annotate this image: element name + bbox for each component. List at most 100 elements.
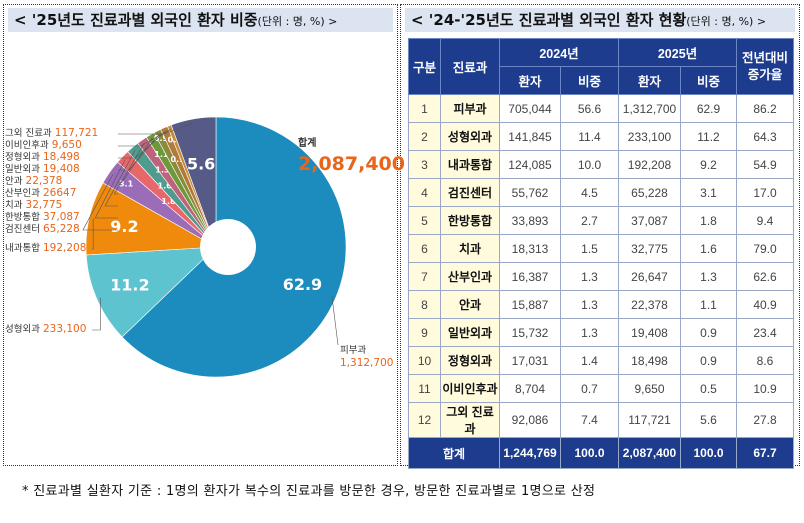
row-growth: 62.6 <box>736 262 794 291</box>
leader-line <box>92 218 94 250</box>
table-row: 9 일반외과 15,732 1.3 19,408 0.9 23.4 <box>408 318 794 347</box>
pie-callout-label: 내과통합 192,208 <box>5 242 87 254</box>
row-growth: 17.0 <box>736 178 794 207</box>
row-2024-patients: 16,387 <box>499 262 561 291</box>
header-2024-ratio: 비중 <box>560 66 619 95</box>
total-value: 2,087,400 <box>298 153 405 175</box>
pie-data-label: 5.6 <box>187 154 215 173</box>
pie-callout-label: 일반외과 19,408 <box>5 163 80 175</box>
header-2025: 2025년 <box>618 38 737 67</box>
pie-callout-label: 정형외과 18,498 <box>5 151 80 163</box>
table-panel: < '24-'25년도 진료과별 외국인 환자 현황(단위 : 명, %) > <box>400 4 800 466</box>
pie-data-label: 0.5 <box>168 136 183 145</box>
row-2025-patients: 19,408 <box>618 318 681 347</box>
total-label: 합계 <box>298 138 317 149</box>
row-no: 5 <box>408 206 441 235</box>
row-2025-ratio: 1.3 <box>680 262 737 291</box>
table-row: 3 내과통합 124,085 10.0 192,208 9.2 54.9 <box>408 150 794 179</box>
pie-callout-label: 산부인과 26647 <box>5 187 77 199</box>
header-no: 구분 <box>408 38 441 95</box>
header-growth: 전년대비 증가율 <box>736 38 794 95</box>
row-2024-ratio: 4.5 <box>560 178 619 207</box>
pie-data-label: 3.1 <box>119 180 134 189</box>
pie-data-label: 1.1 <box>154 150 169 159</box>
row-2025-patients: 32,775 <box>618 234 681 263</box>
row-2025-ratio: 1.8 <box>680 206 737 235</box>
row-growth: 8.6 <box>736 346 794 375</box>
pie-data-label: 1.8 <box>161 197 176 206</box>
row-growth: 79.0 <box>736 234 794 263</box>
pie-callout-label: 그외 진료과 117,721 <box>5 127 99 139</box>
row-2024-ratio: 2.7 <box>560 206 619 235</box>
pie-callout-label: 안과 22,378 <box>5 175 63 187</box>
header-2024: 2024년 <box>499 38 619 67</box>
row-no: 6 <box>408 234 441 263</box>
row-2025-patients: 1,312,700 <box>618 94 681 123</box>
pie-data-label: 11.2 <box>110 276 149 295</box>
row-2025-patients: 192,208 <box>618 150 681 179</box>
table-row: 5 한방통합 33,893 2.7 37,087 1.8 9.4 <box>408 206 794 235</box>
pie-callout-label: 피부과 1,312,700 <box>340 345 394 369</box>
row-2025-ratio: 1.1 <box>680 290 737 319</box>
pie-title: < '25년도 진료과별 외국인 환자 비중(단위 : 명, %) > <box>8 8 393 32</box>
row-dept: 성형외과 <box>440 122 500 151</box>
row-2024-patients: 17,031 <box>499 346 561 375</box>
row-no: 1 <box>408 94 441 123</box>
row-2024-patients: 33,893 <box>499 206 561 235</box>
row-2024-patients: 55,762 <box>499 178 561 207</box>
row-2024-patients: 141,845 <box>499 122 561 151</box>
row-growth: 86.2 <box>736 94 794 123</box>
table-row: 11 이비인후과 8,704 0.7 9,650 0.5 10.9 <box>408 374 794 403</box>
row-2024-patients: 15,887 <box>499 290 561 319</box>
row-dept: 내과통합 <box>440 150 500 179</box>
table-title: < '24-'25년도 진료과별 외국인 환자 현황(단위 : 명, %) > <box>405 8 795 32</box>
row-2025-ratio: 62.9 <box>680 94 737 123</box>
row-no: 3 <box>408 150 441 179</box>
table-row: 8 안과 15,887 1.3 22,378 1.1 40.9 <box>408 290 794 319</box>
row-dept: 치과 <box>440 234 500 263</box>
leader-line <box>118 129 171 147</box>
row-2024-patients: 8,704 <box>499 374 561 403</box>
row-no: 7 <box>408 262 441 291</box>
row-2024-ratio: 1.3 <box>560 262 619 291</box>
pie-callout-label: 검진센터 65,228 <box>5 223 80 235</box>
table-row: 4 검진센터 55,762 4.5 65,228 3.1 17.0 <box>408 178 794 207</box>
row-2025-ratio: 0.5 <box>680 374 737 403</box>
row-2025-patients: 26,647 <box>618 262 681 291</box>
row-2024-ratio: 1.3 <box>560 290 619 319</box>
pie-data-label: 62.9 <box>283 275 322 294</box>
row-2024-ratio: 7.4 <box>560 402 619 438</box>
row-no: 2 <box>408 122 441 151</box>
pie-chart: 62.911.29.23.11.81.61.31.10.90.90.55.6 <box>82 116 347 378</box>
row-2025-patients: 22,378 <box>618 290 681 319</box>
row-2024-patients: 18,313 <box>499 234 561 263</box>
row-2025-patients: 9,650 <box>618 374 681 403</box>
row-2024-ratio: 1.4 <box>560 346 619 375</box>
row-dept: 피부과 <box>440 94 500 123</box>
row-2025-patients: 117,721 <box>618 402 681 438</box>
row-dept: 검진센터 <box>440 178 500 207</box>
pie-callout-label: 성형외과 233,100 <box>5 323 87 335</box>
row-2024-ratio: 1.3 <box>560 318 619 347</box>
row-dept: 그외 진료과 <box>440 402 500 438</box>
row-2025-patients: 65,228 <box>618 178 681 207</box>
row-dept: 정형외과 <box>440 346 500 375</box>
row-2025-ratio: 0.9 <box>680 318 737 347</box>
row-growth: 27.8 <box>736 402 794 438</box>
row-2024-ratio: 11.4 <box>560 122 619 151</box>
donut-hole <box>200 219 256 275</box>
row-growth: 64.3 <box>736 122 794 151</box>
row-no: 9 <box>408 318 441 347</box>
table-row: 12 그외 진료과 92,086 7.4 117,721 5.6 27.8 <box>408 402 794 438</box>
pie-data-label: 0.9 <box>171 155 186 164</box>
row-growth: 23.4 <box>736 318 794 347</box>
row-2024-ratio: 1.5 <box>560 234 619 263</box>
pie-data-label: 0.9 <box>154 134 169 143</box>
total-row: 합계 1,244,769 100.0 2,087,400 100.0 67.7 <box>408 437 794 469</box>
row-no: 4 <box>408 178 441 207</box>
leader-line <box>113 143 145 195</box>
row-growth: 40.9 <box>736 290 794 319</box>
row-2025-ratio: 1.6 <box>680 234 737 263</box>
table-row: 6 치과 18,313 1.5 32,775 1.6 79.0 <box>408 234 794 263</box>
row-2025-patients: 37,087 <box>618 206 681 235</box>
